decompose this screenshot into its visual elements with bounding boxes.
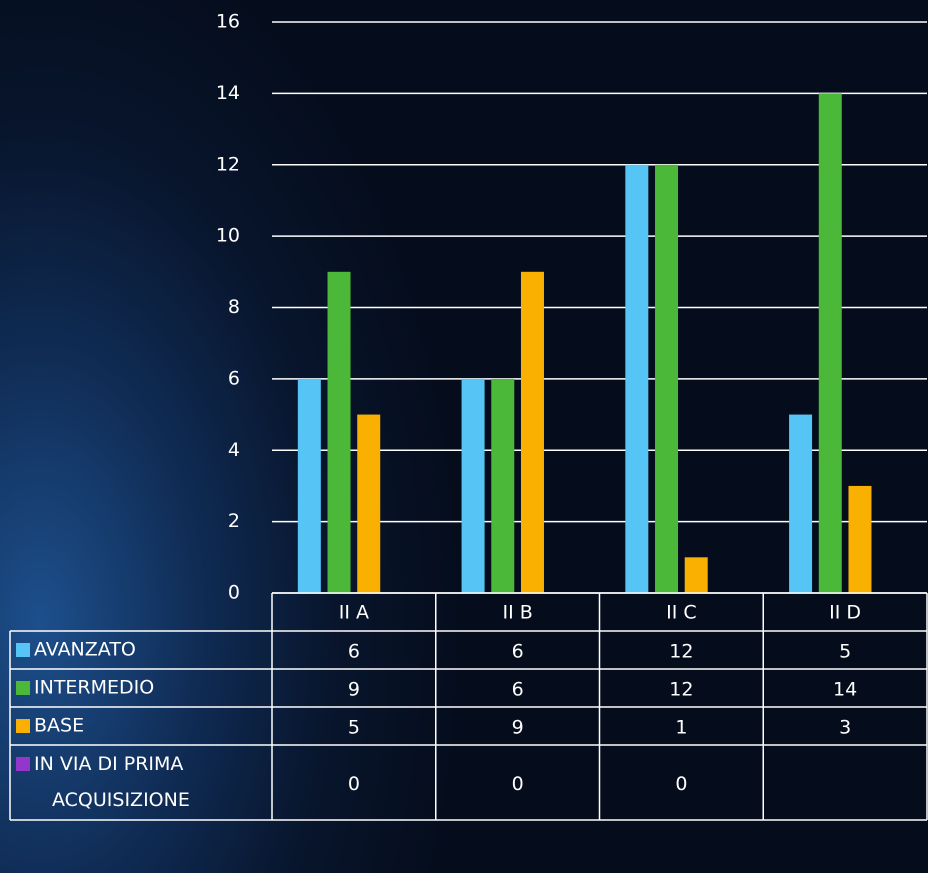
- table-value: 5: [348, 717, 360, 739]
- bar: [655, 164, 679, 593]
- table-value: 6: [512, 679, 524, 701]
- bar: [684, 557, 708, 593]
- bar: [357, 414, 381, 593]
- legend-key: [16, 719, 30, 733]
- legend-key: [16, 681, 30, 695]
- bar: [491, 378, 515, 593]
- table-value: 12: [669, 641, 693, 663]
- y-tick-label: 16: [216, 11, 240, 33]
- x-tick-label: II D: [829, 602, 861, 624]
- table-value: 9: [348, 679, 360, 701]
- y-tick-label: 10: [216, 225, 240, 247]
- table-value: 5: [839, 641, 851, 663]
- bar: [789, 414, 813, 593]
- y-tick-label: 14: [216, 82, 240, 104]
- x-tick-label: II A: [339, 602, 369, 624]
- bar: [297, 378, 321, 593]
- legend-key: [16, 643, 30, 657]
- table-value: 0: [512, 773, 524, 795]
- legend-label: AVANZATO: [34, 639, 136, 661]
- y-tick-label: 2: [228, 510, 240, 532]
- legend-label: INTERMEDIO: [34, 677, 154, 699]
- bar: [625, 164, 649, 593]
- bar: [327, 271, 351, 593]
- bar: [848, 485, 872, 593]
- y-tick-label: 12: [216, 153, 240, 175]
- table-value: 3: [839, 717, 851, 739]
- table-value: 1: [675, 717, 687, 739]
- y-tick-label: 0: [228, 582, 240, 604]
- table-value: 6: [348, 641, 360, 663]
- bar: [461, 378, 485, 593]
- table-value: 0: [348, 773, 360, 795]
- y-tick-label: 4: [228, 439, 240, 461]
- table-value: 6: [512, 641, 524, 663]
- x-tick-label: II C: [666, 602, 697, 624]
- table-value: 14: [833, 679, 857, 701]
- bar: [520, 271, 544, 593]
- bar: [818, 93, 842, 593]
- legend-label: BASE: [34, 715, 84, 737]
- legend-label: IN VIA DI PRIMA ACQUISIZIONE: [34, 753, 190, 811]
- table-value: 9: [512, 717, 524, 739]
- y-tick-label: 8: [228, 296, 240, 318]
- table-value: 0: [675, 773, 687, 795]
- legend-key: [16, 757, 30, 771]
- y-tick-label: 6: [228, 367, 240, 389]
- table-value: 12: [669, 679, 693, 701]
- x-tick-label: II B: [502, 602, 532, 624]
